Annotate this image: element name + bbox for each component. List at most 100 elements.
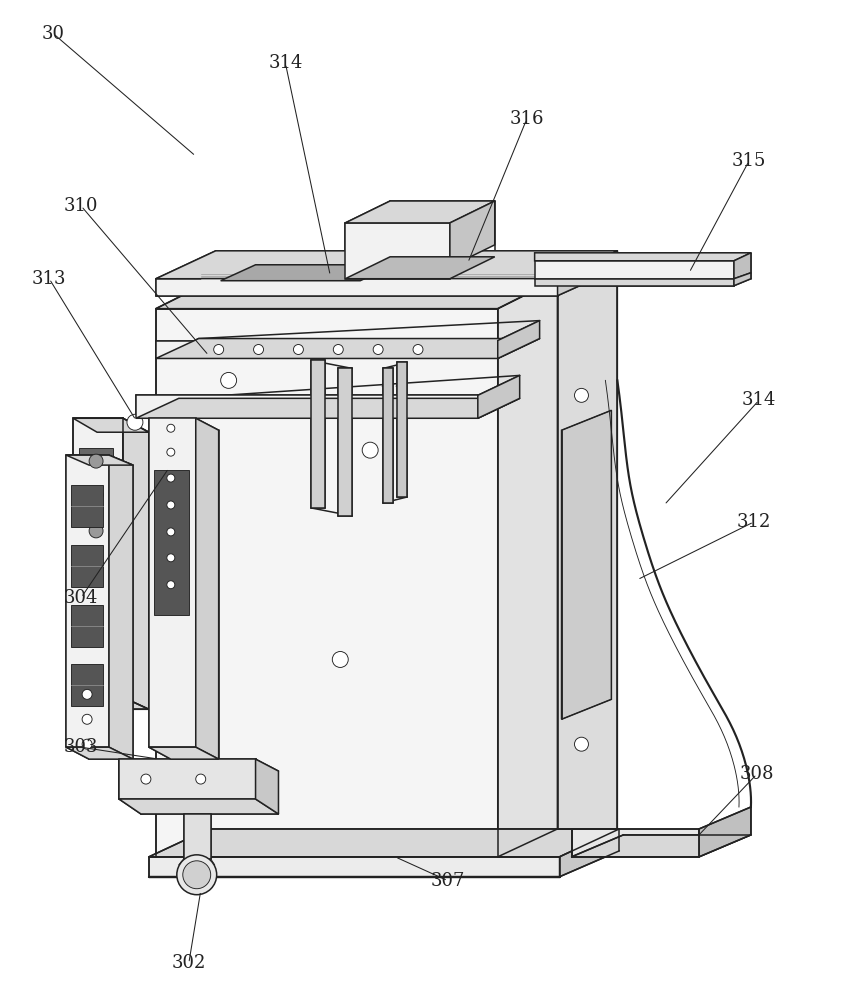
Polygon shape [149, 747, 219, 759]
Polygon shape [478, 375, 520, 418]
Circle shape [167, 448, 175, 456]
Circle shape [333, 345, 344, 354]
Polygon shape [71, 664, 103, 706]
Circle shape [167, 581, 175, 589]
Circle shape [167, 474, 175, 482]
Polygon shape [383, 368, 393, 503]
Text: 316: 316 [510, 110, 544, 128]
Polygon shape [156, 309, 498, 857]
Polygon shape [571, 835, 751, 857]
Circle shape [89, 524, 103, 538]
Text: 308: 308 [739, 765, 774, 783]
Circle shape [373, 345, 383, 354]
Polygon shape [73, 418, 123, 697]
Circle shape [183, 861, 211, 889]
Polygon shape [256, 759, 279, 814]
Circle shape [294, 345, 303, 354]
Circle shape [333, 651, 349, 667]
Circle shape [82, 714, 92, 724]
Polygon shape [184, 814, 211, 859]
Circle shape [635, 264, 644, 274]
Polygon shape [558, 251, 617, 829]
Polygon shape [450, 201, 495, 267]
Polygon shape [156, 339, 539, 358]
Text: 303: 303 [64, 738, 99, 756]
Polygon shape [345, 257, 495, 279]
Text: 30: 30 [41, 25, 65, 43]
Polygon shape [71, 485, 103, 527]
Polygon shape [73, 697, 149, 709]
Polygon shape [196, 418, 219, 759]
Circle shape [575, 264, 584, 274]
Polygon shape [149, 857, 560, 877]
Polygon shape [156, 251, 617, 279]
Polygon shape [338, 368, 352, 516]
Circle shape [709, 261, 725, 277]
Polygon shape [220, 265, 395, 281]
Polygon shape [149, 829, 619, 857]
Polygon shape [534, 253, 751, 261]
Text: 304: 304 [64, 589, 98, 607]
Polygon shape [136, 395, 478, 418]
Text: 315: 315 [732, 152, 766, 170]
Circle shape [587, 261, 603, 277]
Circle shape [649, 261, 665, 277]
Circle shape [89, 488, 103, 502]
Circle shape [167, 424, 175, 432]
Polygon shape [534, 279, 734, 286]
Circle shape [220, 372, 236, 388]
Polygon shape [79, 448, 113, 474]
Polygon shape [79, 555, 113, 581]
Circle shape [575, 737, 588, 751]
Circle shape [694, 264, 704, 274]
Polygon shape [71, 545, 103, 587]
Circle shape [389, 235, 401, 247]
Polygon shape [345, 201, 495, 223]
Circle shape [220, 402, 236, 418]
Polygon shape [561, 410, 611, 719]
Polygon shape [498, 279, 558, 857]
Polygon shape [119, 759, 256, 799]
Polygon shape [119, 799, 279, 814]
Circle shape [167, 554, 175, 562]
Text: 314: 314 [268, 54, 303, 72]
Polygon shape [71, 605, 103, 647]
Polygon shape [397, 362, 407, 497]
Circle shape [176, 855, 217, 895]
Polygon shape [73, 418, 149, 432]
Circle shape [362, 442, 378, 458]
Circle shape [82, 689, 92, 699]
Text: 307: 307 [430, 872, 465, 890]
Circle shape [82, 739, 92, 749]
Polygon shape [156, 279, 558, 296]
Circle shape [89, 561, 103, 575]
Circle shape [167, 501, 175, 509]
Circle shape [413, 345, 423, 354]
Polygon shape [156, 341, 498, 358]
Polygon shape [498, 321, 539, 358]
Polygon shape [136, 398, 520, 418]
Circle shape [214, 345, 224, 354]
Text: 310: 310 [64, 197, 99, 215]
Polygon shape [156, 279, 558, 309]
Polygon shape [534, 261, 734, 279]
Circle shape [167, 528, 175, 536]
Polygon shape [734, 253, 751, 279]
Polygon shape [734, 273, 751, 286]
Circle shape [127, 414, 143, 430]
Circle shape [253, 345, 263, 354]
Polygon shape [558, 251, 617, 296]
Polygon shape [571, 829, 699, 857]
Text: 314: 314 [742, 391, 776, 409]
Text: 312: 312 [737, 513, 771, 531]
Text: 302: 302 [171, 954, 206, 972]
Polygon shape [66, 455, 133, 465]
Polygon shape [123, 418, 149, 709]
Circle shape [141, 774, 151, 784]
Circle shape [196, 774, 206, 784]
Polygon shape [560, 829, 619, 877]
Polygon shape [66, 747, 133, 759]
Polygon shape [345, 223, 450, 279]
Polygon shape [79, 482, 113, 508]
Circle shape [89, 454, 103, 468]
